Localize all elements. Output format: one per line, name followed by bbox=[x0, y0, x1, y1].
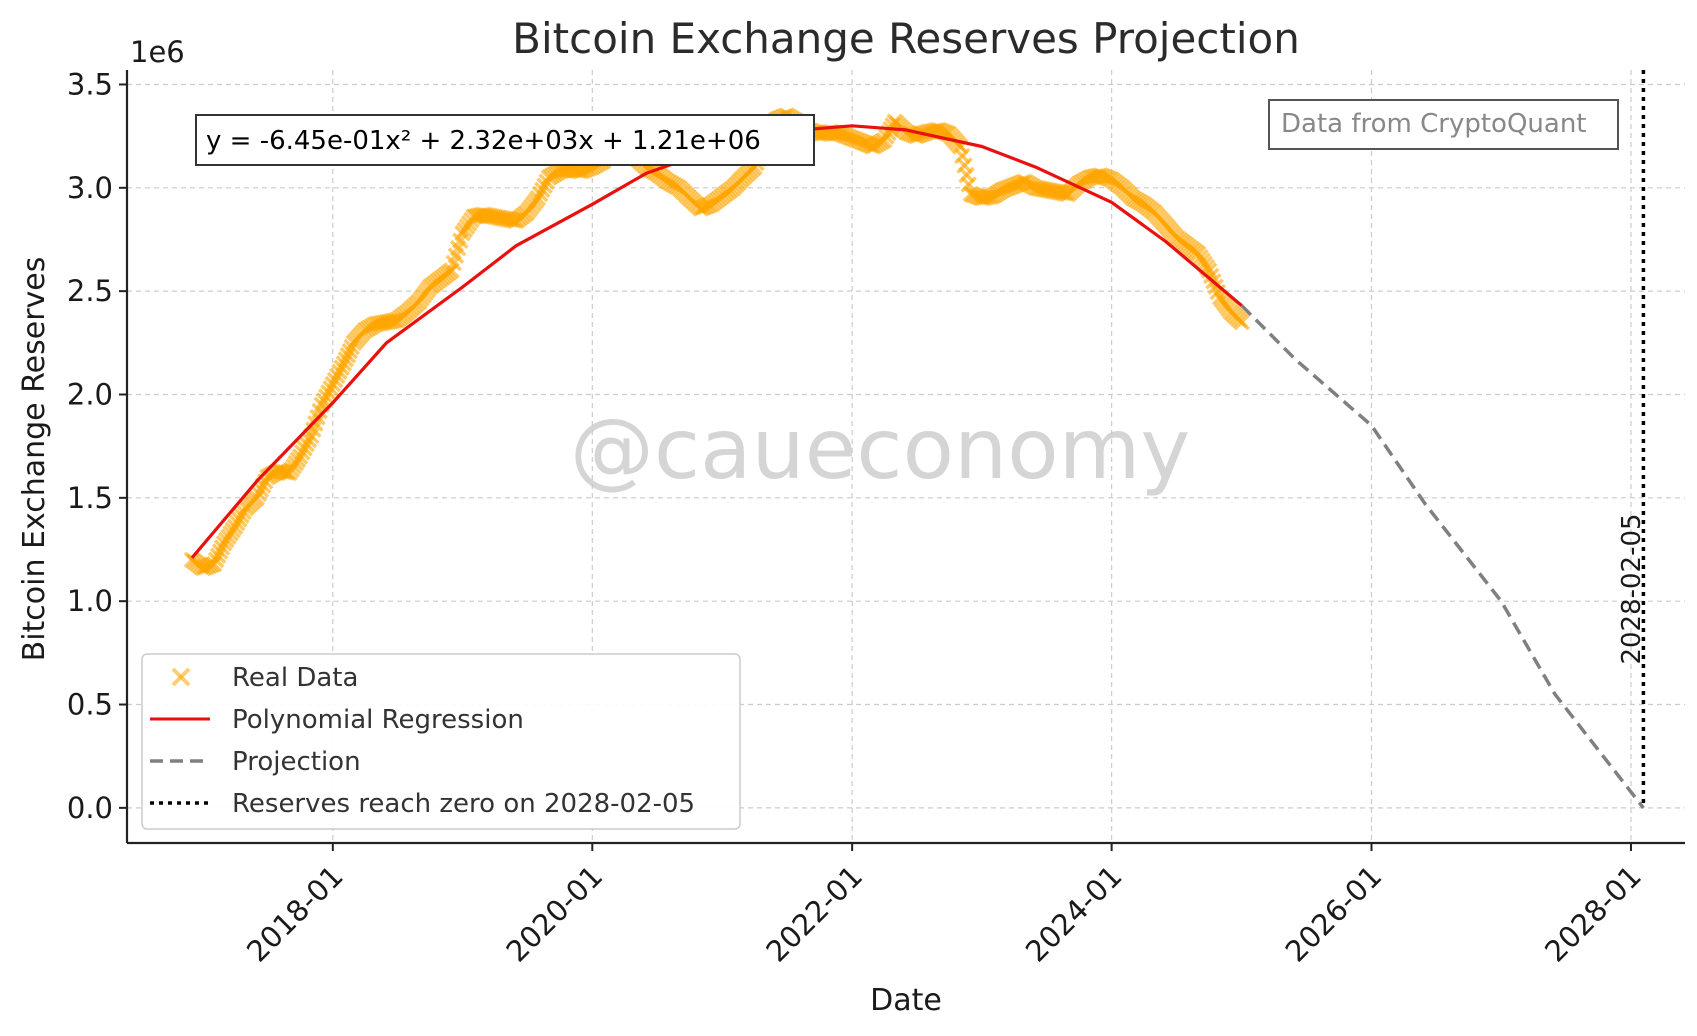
series-real-data bbox=[183, 107, 1250, 577]
legend-label-zero-line: Reserves reach zero on 2028-02-05 bbox=[232, 789, 695, 819]
x-tick-label: 2026-01 bbox=[1279, 859, 1389, 969]
y-offset-label: 1e6 bbox=[130, 35, 185, 69]
legend-frame bbox=[141, 653, 741, 830]
source-box: Data from CryptoQuant bbox=[1268, 99, 1619, 150]
real-data-point bbox=[1233, 313, 1250, 331]
legend: Real Data Polynomial Regression Projecti… bbox=[141, 653, 741, 830]
equation-box-frame bbox=[195, 114, 815, 166]
tick-labels: 2018-01 2020-01 2022-01 2024-01 2026-01 2028-… bbox=[67, 67, 1648, 968]
y-tick-label: 1.0 bbox=[67, 584, 113, 618]
y-tick-label: 2.5 bbox=[67, 274, 113, 308]
y-tick-label: 3.5 bbox=[67, 67, 113, 101]
vline-label: 2028-02-05 bbox=[1617, 513, 1647, 664]
y-tick-label: 2.0 bbox=[67, 377, 113, 411]
x-tick-label: 2028-01 bbox=[1538, 859, 1648, 969]
axes bbox=[125, 70, 1685, 845]
source-box-frame bbox=[1268, 99, 1619, 150]
legend-marker-real-data bbox=[171, 667, 191, 687]
equation-box: y = -6.45e-01x² + 2.32e+03x + 1.21e+06 bbox=[195, 114, 815, 166]
y-tick-label: 0.0 bbox=[67, 791, 113, 825]
x-tick-label: 2018-01 bbox=[240, 859, 350, 969]
y-tick-label: 1.5 bbox=[67, 481, 113, 515]
legend-label-regression: Polynomial Regression bbox=[232, 705, 524, 735]
y-tick-label: 0.5 bbox=[67, 688, 113, 722]
legend-label-real-data: Real Data bbox=[232, 663, 358, 693]
x-tick-label: 2024-01 bbox=[1019, 859, 1129, 969]
series-projection bbox=[1240, 304, 1645, 809]
watermark: @caueconomy bbox=[570, 400, 1190, 498]
chart-title: Bitcoin Exchange Reserves Projection bbox=[512, 14, 1300, 63]
x-tick-label: 2020-01 bbox=[500, 859, 610, 969]
equation-text: y = -6.45e-01x² + 2.32e+03x + 1.21e+06 bbox=[206, 126, 761, 156]
legend-label-projection: Projection bbox=[232, 747, 361, 777]
y-axis-label: Bitcoin Exchange Reserves bbox=[17, 257, 52, 662]
grid bbox=[127, 70, 1685, 843]
x-axis-label: Date bbox=[870, 983, 942, 1018]
source-text: Data from CryptoQuant bbox=[1281, 109, 1587, 139]
x-tick-label: 2022-01 bbox=[759, 859, 869, 969]
y-tick-label: 3.0 bbox=[67, 171, 113, 205]
